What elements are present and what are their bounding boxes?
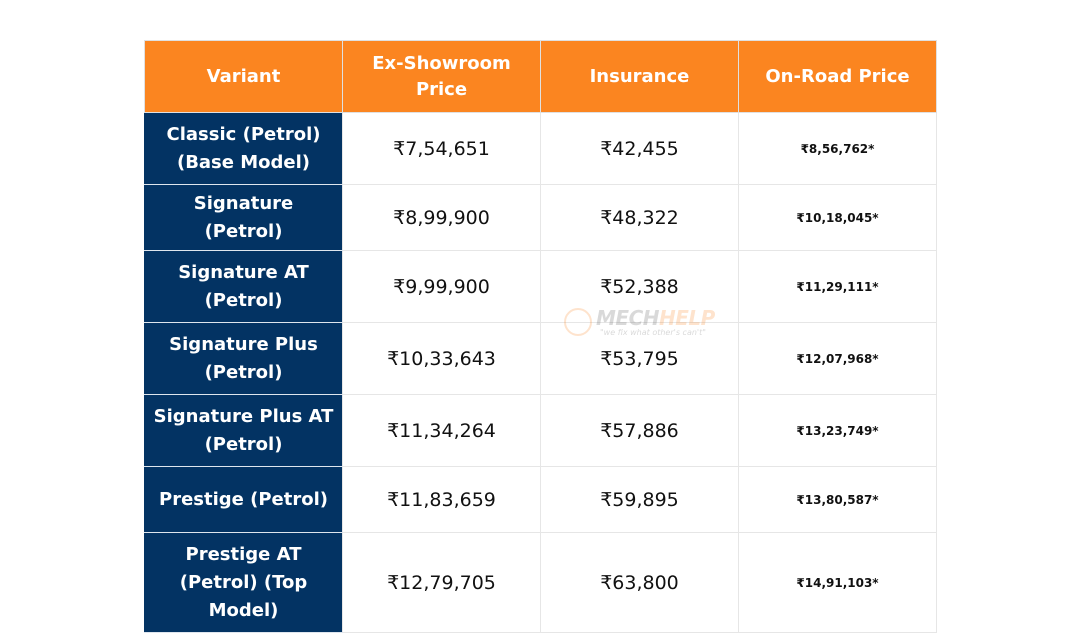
table-row: Prestige AT (Petrol) (Top Model) ₹12,79,…: [144, 532, 937, 633]
table-row: Signature Plus AT (Petrol) ₹11,34,264 ₹5…: [144, 394, 937, 467]
on-road-cell: ₹14,91,103*: [738, 532, 937, 633]
insurance-cell: ₹52,388: [540, 250, 739, 323]
header-on-road-price: On-Road Price: [738, 40, 937, 113]
insurance-cell: ₹59,895: [540, 466, 739, 533]
header-ex-showroom-price: Ex-Showroom Price: [342, 40, 541, 113]
price-table: Variant Ex-Showroom Price Insurance On-R…: [144, 40, 937, 633]
ex-showroom-cell: ₹8,99,900: [342, 184, 541, 251]
header-variant: Variant: [144, 40, 343, 113]
insurance-cell: ₹53,795: [540, 322, 739, 395]
table-row: Prestige (Petrol) ₹11,83,659 ₹59,895 ₹13…: [144, 466, 937, 533]
insurance-cell: ₹63,800: [540, 532, 739, 633]
on-road-cell: ₹13,23,749*: [738, 394, 937, 467]
variant-cell: Prestige AT (Petrol) (Top Model): [144, 532, 343, 633]
on-road-cell: ₹12,07,968*: [738, 322, 937, 395]
insurance-cell: ₹42,455: [540, 112, 739, 185]
table-row: Signature (Petrol) ₹8,99,900 ₹48,322 ₹10…: [144, 184, 937, 251]
ex-showroom-cell: ₹9,99,900: [342, 250, 541, 323]
ex-showroom-cell: ₹7,54,651: [342, 112, 541, 185]
variant-cell: Signature Plus (Petrol): [144, 322, 343, 395]
table-row: Signature AT (Petrol) ₹9,99,900 ₹52,388 …: [144, 250, 937, 323]
variant-cell: Prestige (Petrol): [144, 466, 343, 533]
on-road-cell: ₹8,56,762*: [738, 112, 937, 185]
variant-cell: Signature AT (Petrol): [144, 250, 343, 323]
ex-showroom-cell: ₹12,79,705: [342, 532, 541, 633]
on-road-cell: ₹10,18,045*: [738, 184, 937, 251]
variant-cell: Signature (Petrol): [144, 184, 343, 251]
insurance-cell: ₹48,322: [540, 184, 739, 251]
ex-showroom-cell: ₹10,33,643: [342, 322, 541, 395]
on-road-cell: ₹11,29,111*: [738, 250, 937, 323]
ex-showroom-cell: ₹11,83,659: [342, 466, 541, 533]
header-row: Variant Ex-Showroom Price Insurance On-R…: [144, 40, 937, 113]
table-row: Classic (Petrol) (Base Model) ₹7,54,651 …: [144, 112, 937, 185]
header-insurance: Insurance: [540, 40, 739, 113]
variant-cell: Classic (Petrol) (Base Model): [144, 112, 343, 185]
on-road-cell: ₹13,80,587*: [738, 466, 937, 533]
variant-cell: Signature Plus AT (Petrol): [144, 394, 343, 467]
insurance-cell: ₹57,886: [540, 394, 739, 467]
ex-showroom-cell: ₹11,34,264: [342, 394, 541, 467]
table-row: Signature Plus (Petrol) ₹10,33,643 ₹53,7…: [144, 322, 937, 395]
